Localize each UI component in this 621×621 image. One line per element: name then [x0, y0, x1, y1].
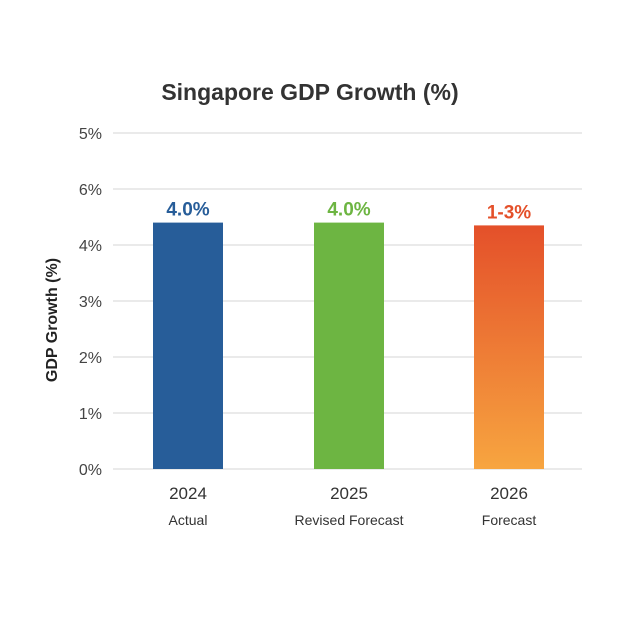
data-label: 4.0% — [166, 200, 209, 221]
chart-title: Singapore GDP Growth (%) — [161, 79, 458, 105]
x-tick-label: 2026 — [490, 484, 528, 503]
x-tick-label: 2024 — [169, 484, 207, 503]
y-tick-label: 2% — [79, 350, 102, 367]
y-axis-label: GDP Growth (%) — [44, 258, 61, 382]
y-tick-label: 5% — [79, 126, 102, 143]
bar-2024 — [153, 222, 223, 469]
y-tick-label: 0% — [79, 462, 102, 479]
x-tick-label: 2025 — [330, 484, 368, 503]
y-tick-label: 3% — [79, 294, 102, 311]
y-tick-label: 1% — [79, 406, 102, 423]
x-sub-label: Forecast — [482, 512, 537, 528]
data-label: 1-3% — [487, 202, 531, 223]
bar-2025 — [314, 222, 384, 469]
x-sub-label: Actual — [169, 512, 208, 528]
bar-2026 — [474, 225, 544, 469]
y-tick-label: 4% — [79, 238, 102, 255]
x-sub-label: Revised Forecast — [295, 512, 404, 528]
y-tick-label: 6% — [79, 182, 102, 199]
data-label: 4.0% — [327, 200, 370, 221]
